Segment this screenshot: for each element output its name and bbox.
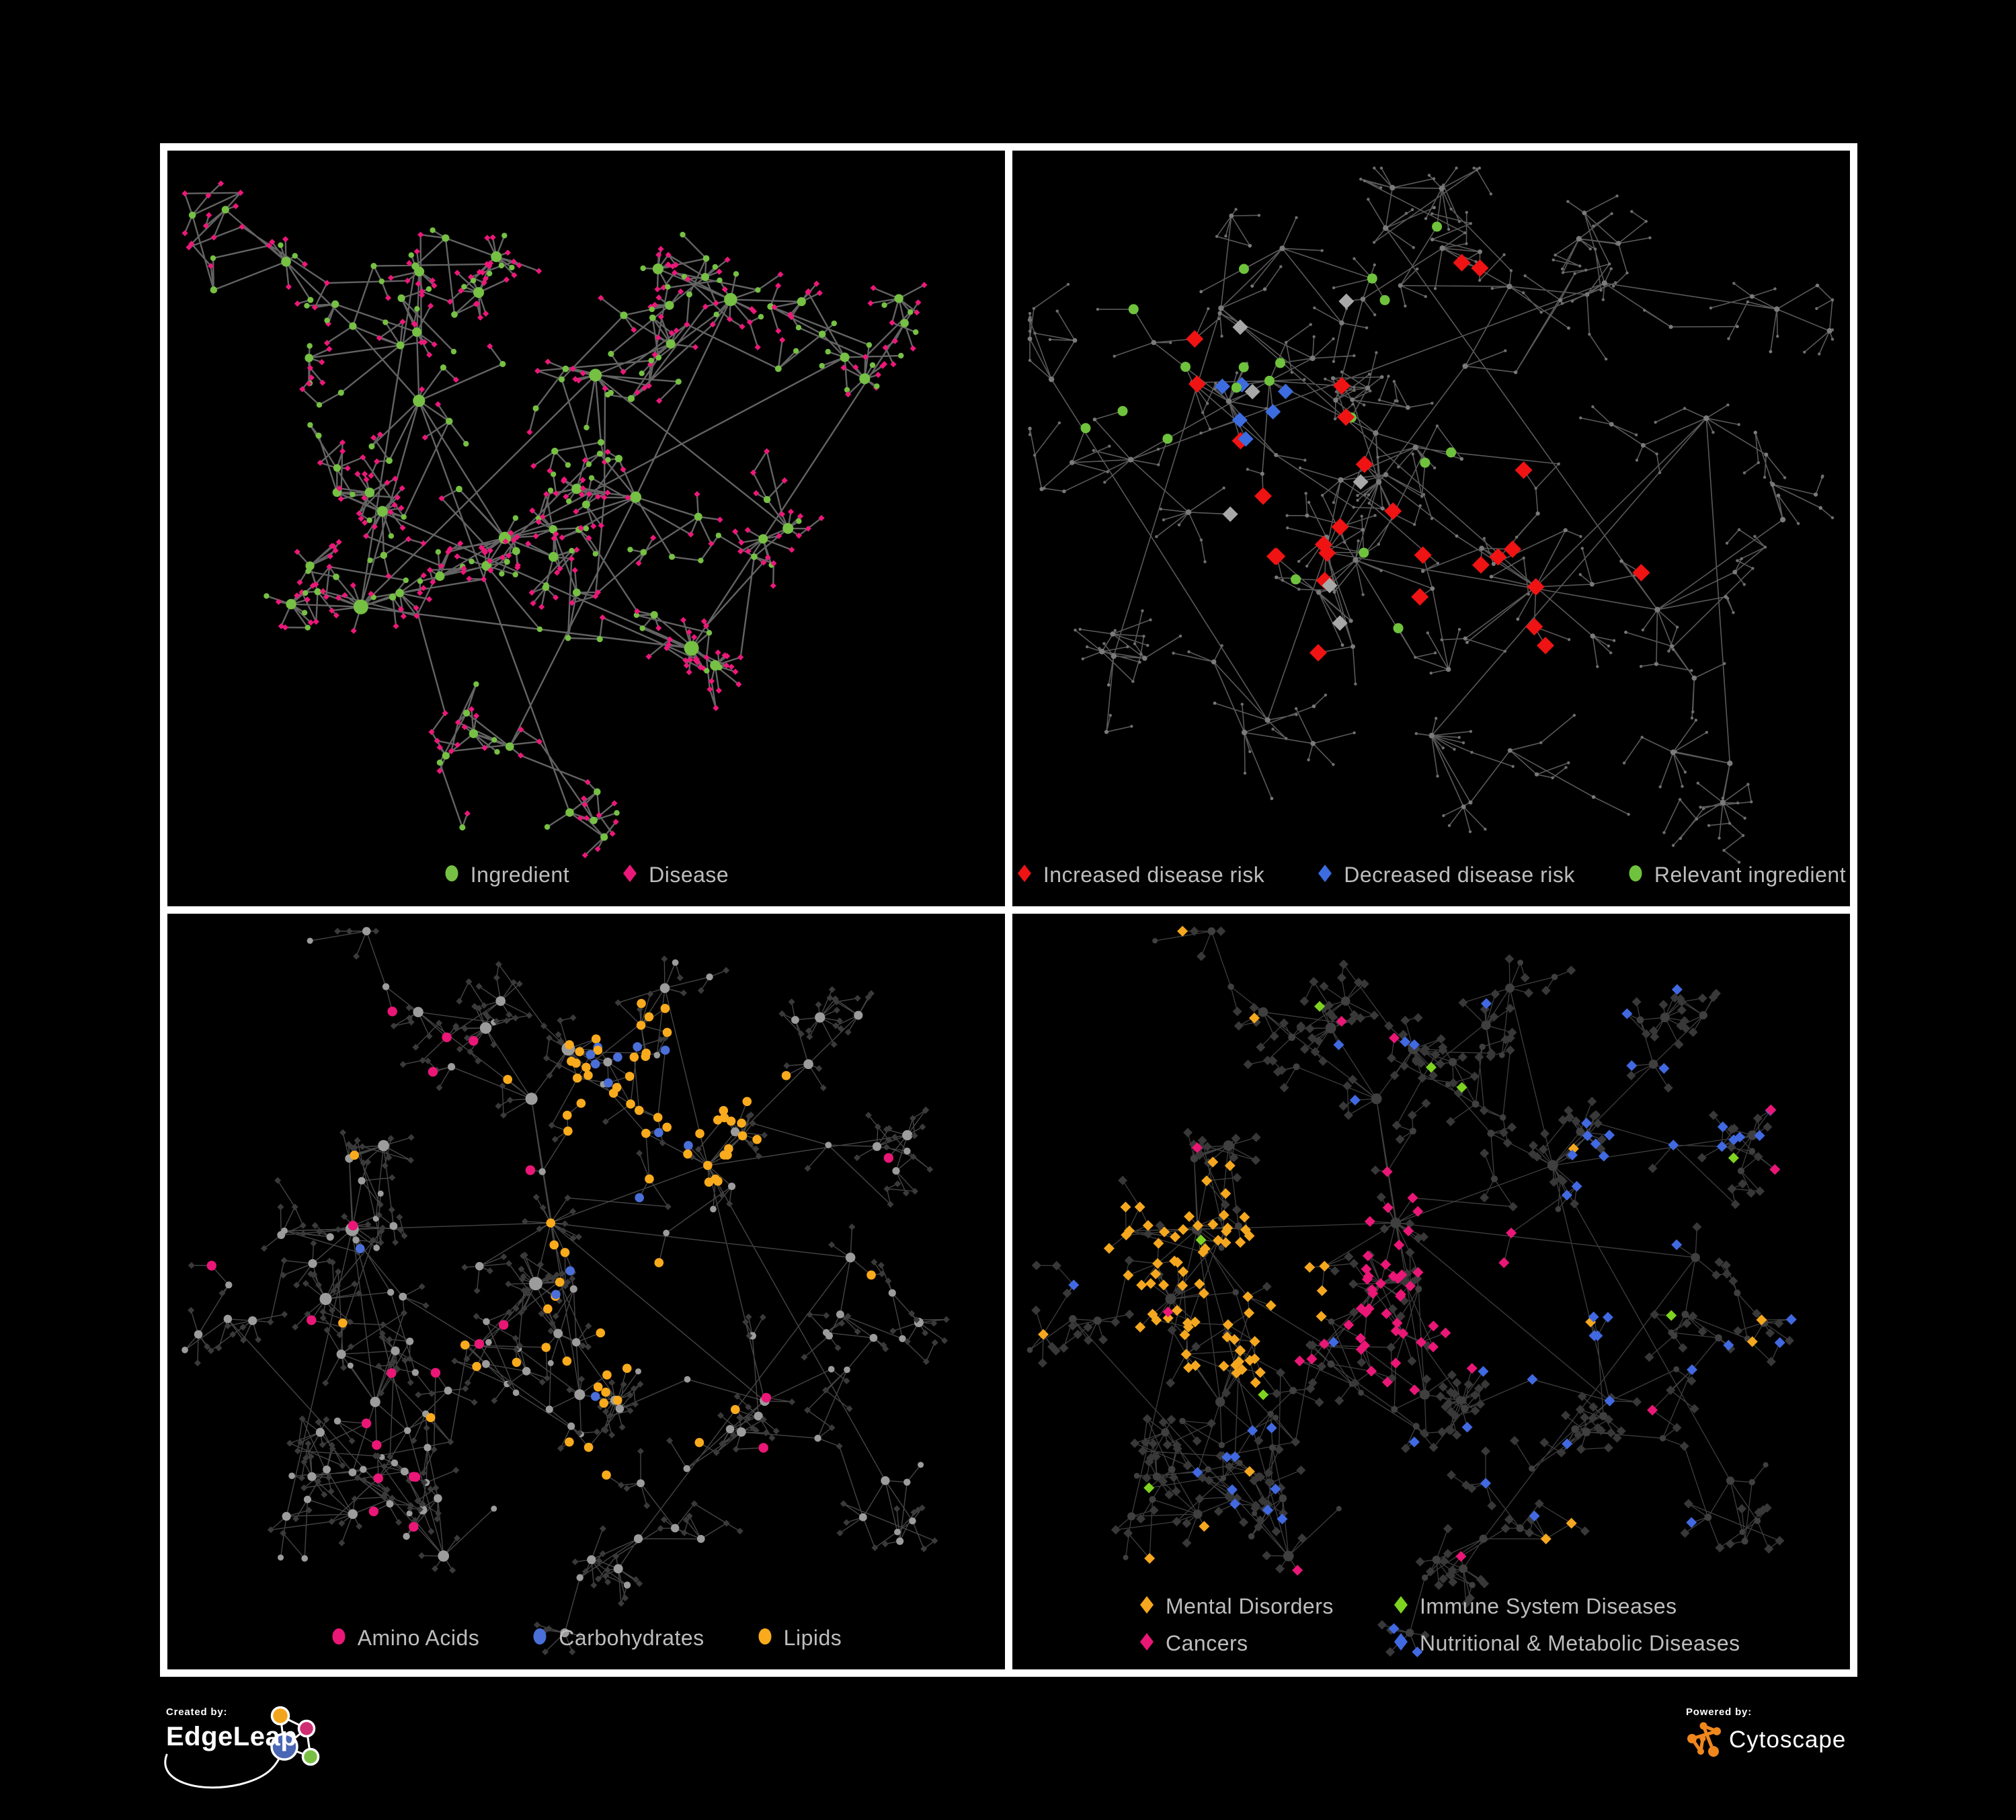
- edgeleap-logo-text: EdgeLeap: [166, 1722, 298, 1751]
- cytoscape-logo-text: Cytoscape: [1729, 1727, 1847, 1753]
- powered-by-label: Powered by:: [1686, 1706, 1752, 1718]
- network-figure-grid: Ingredient Disease Increased disease risk…: [160, 143, 1857, 1677]
- edgeleap-credit: Created by: EdgeLeap: [164, 1706, 320, 1789]
- panel-ingredient-disease: Ingredient Disease: [167, 151, 1005, 906]
- panel-nutrient-classes: Amino Acids Carbohydrates Lipids: [167, 914, 1005, 1669]
- network-disease-risk: [1027, 166, 1834, 864]
- network-ingredient-disease: [182, 180, 928, 859]
- panel-disease-risk: Increased disease risk Decreased disease …: [1012, 151, 1850, 906]
- panel-disease-classes: Mental Disorders Immune System Diseases Ca…: [1012, 914, 1850, 1669]
- created-by-label: Created by:: [166, 1706, 228, 1718]
- cytoscape-logo-icon: [1687, 1722, 1721, 1757]
- network-nutrient-classes: [182, 926, 950, 1655]
- network-disease-classes: [1026, 926, 1797, 1657]
- cytoscape-credit: Powered by: Cytoscape: [1686, 1706, 1846, 1759]
